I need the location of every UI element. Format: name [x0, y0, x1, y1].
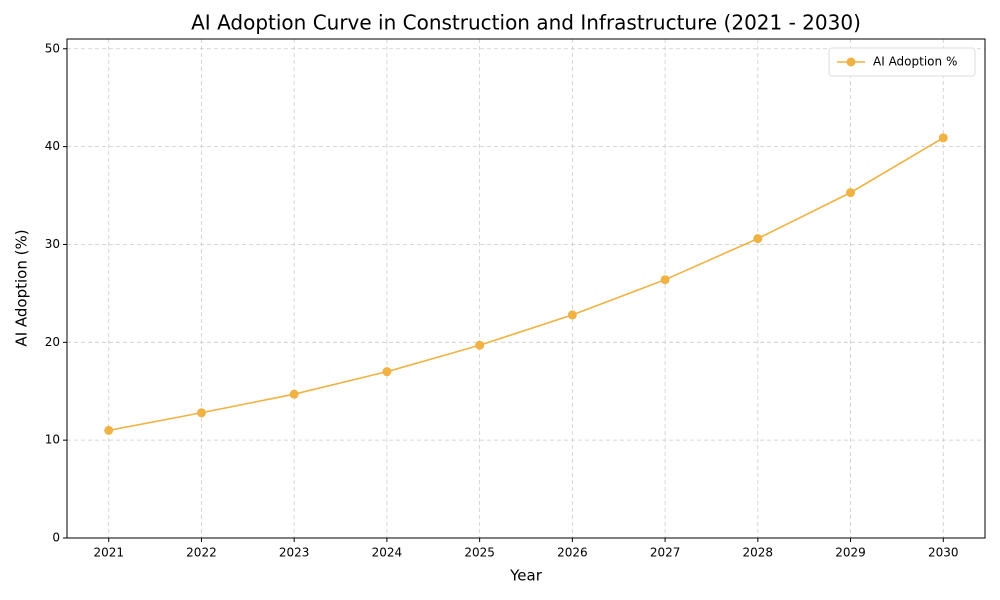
x-tick-label: 2025 [464, 546, 495, 560]
x-tick-label: 2021 [93, 546, 124, 560]
point [289, 389, 299, 399]
x-tick-label: 2022 [186, 546, 217, 560]
y-tick-label: 50 [45, 41, 60, 55]
legend: AI Adoption % [828, 47, 976, 77]
x-tick-label: 2030 [928, 546, 959, 560]
point [938, 133, 948, 143]
x-tick-label: 2023 [279, 546, 310, 560]
plot-frame [66, 38, 986, 539]
line [108, 137, 944, 432]
y-axis-label: AI Adoption (%) [13, 229, 31, 346]
y-tick-label: 0 [52, 531, 60, 545]
point [846, 188, 856, 198]
x-tick-label: 2029 [835, 546, 866, 560]
x-tick-label: 2024 [372, 546, 403, 560]
y-tick-label: 30 [45, 237, 60, 251]
point [753, 234, 763, 244]
y-tick-label: 20 [45, 335, 60, 349]
point [660, 275, 670, 285]
point [475, 340, 485, 350]
y-tick-label: 40 [45, 139, 60, 153]
legend-marker [846, 57, 856, 67]
x-tick-label: 2026 [557, 546, 588, 560]
legend-box [828, 47, 976, 77]
x-tick-label: 2028 [743, 546, 774, 560]
point [104, 425, 114, 435]
x-tick-label: 2027 [650, 546, 681, 560]
point [196, 408, 206, 418]
x-axis-label: Year [509, 567, 543, 585]
y-tick-label: 10 [45, 433, 60, 447]
point [567, 310, 577, 320]
point [382, 367, 392, 377]
chart-title: AI Adoption Curve in Construction and In… [191, 11, 861, 35]
legend-label: AI Adoption % [873, 55, 957, 69]
